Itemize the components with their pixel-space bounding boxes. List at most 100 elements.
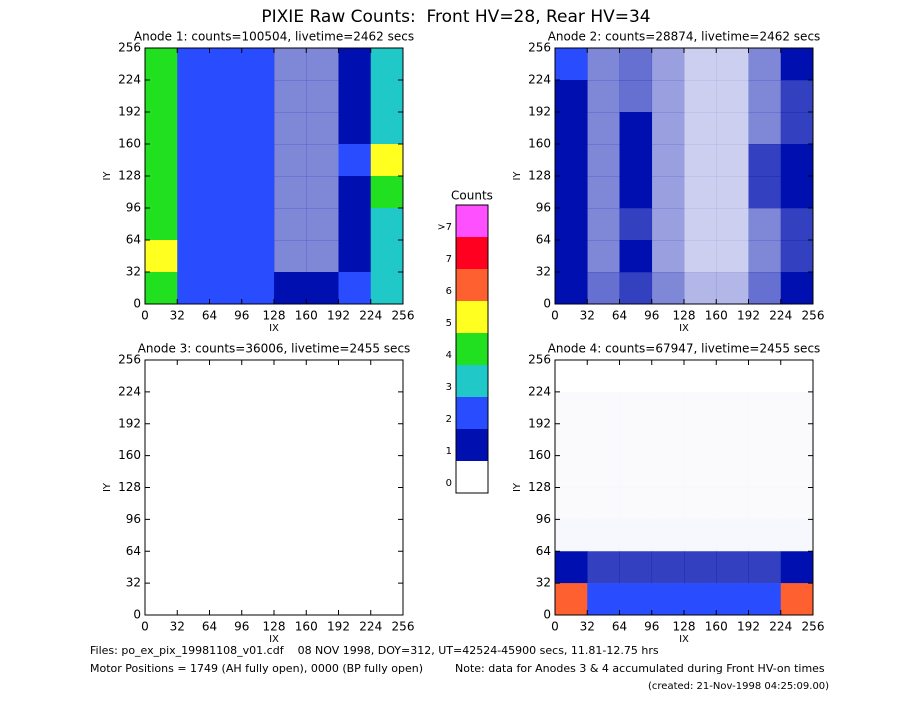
colorbar-label: 3 bbox=[446, 382, 452, 393]
heatmap-cell bbox=[684, 112, 717, 145]
heatmap-cell bbox=[780, 112, 814, 145]
panel-title: Anode 4: counts=67947, livetime=2455 sec… bbox=[548, 342, 821, 356]
y-tick-label: 0 bbox=[133, 297, 141, 311]
heatmap-cell bbox=[619, 144, 653, 177]
heatmap-cell bbox=[651, 240, 685, 273]
heatmap-cell bbox=[339, 583, 372, 615]
heatmap-cell bbox=[652, 519, 685, 551]
heatmap-cell bbox=[145, 208, 178, 241]
x-tick-label: 224 bbox=[359, 309, 382, 323]
heatmap-cell bbox=[145, 176, 178, 209]
heatmap-cell bbox=[587, 424, 620, 456]
heatmap-cell bbox=[555, 488, 588, 520]
heatmap-cell bbox=[684, 176, 717, 209]
heatmap-cell bbox=[587, 240, 620, 273]
heatmap-cell bbox=[716, 360, 749, 392]
y-tick-label: 256 bbox=[528, 41, 551, 55]
x-tick-label: 160 bbox=[705, 620, 728, 634]
heatmap-cell bbox=[749, 488, 782, 520]
heatmap-cell bbox=[684, 456, 717, 488]
heatmap-cell bbox=[338, 80, 372, 113]
heatmap-cell bbox=[651, 144, 685, 177]
heatmap-cell bbox=[748, 112, 782, 145]
x-tick-label: 64 bbox=[202, 309, 217, 323]
heatmap-cell bbox=[274, 519, 307, 551]
y-tick-label: 96 bbox=[536, 201, 551, 215]
y-tick-label: 224 bbox=[118, 73, 141, 87]
heatmap-cell bbox=[748, 551, 782, 584]
heatmap-cell bbox=[370, 48, 404, 81]
heatmap-cell bbox=[339, 424, 372, 456]
heatmap-cell bbox=[177, 240, 210, 273]
heatmap-cell bbox=[177, 144, 210, 177]
footer-note: Note: data for Anodes 3 & 4 accumulated … bbox=[455, 662, 825, 675]
heatmap-cell bbox=[338, 240, 372, 273]
heatmap-cell bbox=[209, 176, 243, 209]
heatmap-cell bbox=[210, 456, 243, 488]
y-tick-label: 256 bbox=[118, 353, 141, 367]
heatmap-cell bbox=[145, 392, 178, 424]
heatmap-cell bbox=[339, 488, 372, 520]
heatmap-cell bbox=[370, 272, 404, 305]
y-tick-label: 128 bbox=[118, 480, 141, 494]
heatmap-cell bbox=[555, 48, 588, 81]
heatmap-cell bbox=[274, 551, 307, 583]
y-tick-label: 192 bbox=[118, 416, 141, 430]
figure-title: PIXIE Raw Counts: Front HV=28, Rear HV=3… bbox=[261, 7, 650, 27]
y-tick-label: 128 bbox=[118, 169, 141, 183]
heatmap-cell bbox=[587, 488, 620, 520]
heatmap-cell bbox=[338, 272, 372, 305]
heatmap-cell bbox=[587, 272, 620, 305]
heatmap-cell bbox=[177, 360, 210, 392]
heatmap-cell bbox=[274, 392, 307, 424]
y-tick-label: 0 bbox=[543, 608, 551, 622]
heatmap-cell bbox=[371, 360, 404, 392]
x-tick-label: 96 bbox=[234, 309, 249, 323]
heatmap-cell bbox=[241, 272, 275, 305]
y-tick-label: 192 bbox=[528, 416, 551, 430]
y-tick-label: 32 bbox=[536, 265, 551, 279]
heatmap-cell bbox=[684, 392, 717, 424]
footer-created: (created: 21-Nov-1998 04:25:09.00) bbox=[648, 681, 829, 692]
x-tick-label: 96 bbox=[644, 309, 659, 323]
heatmap-cell bbox=[274, 176, 307, 209]
colorbar-label: >7 bbox=[437, 222, 452, 233]
heatmap-cell bbox=[306, 392, 339, 424]
y-tick-label: 128 bbox=[528, 480, 551, 494]
heatmap-cell bbox=[177, 272, 210, 305]
heatmap-cell bbox=[274, 208, 307, 241]
heatmap-cell bbox=[145, 80, 178, 113]
y-tick-label: 64 bbox=[126, 544, 141, 558]
heatmap-cell bbox=[242, 392, 275, 424]
heatmap-cell bbox=[684, 208, 717, 241]
heatmap-cell bbox=[338, 176, 372, 209]
heatmap-cell bbox=[371, 488, 404, 520]
heatmap-cell bbox=[748, 272, 782, 305]
heatmap-cell bbox=[619, 551, 653, 584]
heatmap-cell bbox=[748, 176, 782, 209]
heatmap-cell bbox=[619, 240, 653, 273]
heatmap-cell bbox=[177, 112, 210, 145]
colorbar-swatch bbox=[456, 461, 488, 493]
heatmap-cell bbox=[371, 519, 404, 551]
heatmap-cell bbox=[780, 240, 814, 273]
heatmap-cell bbox=[652, 360, 685, 392]
heatmap-cell bbox=[177, 424, 210, 456]
y-tick-label: 32 bbox=[126, 576, 141, 590]
heatmap-cell bbox=[684, 519, 717, 551]
x-tick-label: 64 bbox=[202, 620, 217, 634]
heatmap-cell bbox=[748, 48, 782, 81]
heatmap-cell bbox=[555, 392, 588, 424]
colorbar-title: Counts bbox=[451, 189, 493, 203]
heatmap-cell bbox=[684, 272, 717, 305]
heatmap-cell bbox=[274, 456, 307, 488]
heatmap-cell bbox=[555, 176, 588, 209]
heatmap-cell bbox=[370, 80, 404, 113]
heatmap-cell bbox=[620, 424, 653, 456]
heatmap-cell bbox=[370, 112, 404, 145]
heatmap-cell bbox=[177, 583, 210, 615]
heatmap-cell bbox=[619, 176, 653, 209]
heatmap-cell bbox=[587, 583, 620, 616]
heatmap-cell bbox=[555, 424, 588, 456]
heatmap-cell bbox=[587, 80, 620, 113]
